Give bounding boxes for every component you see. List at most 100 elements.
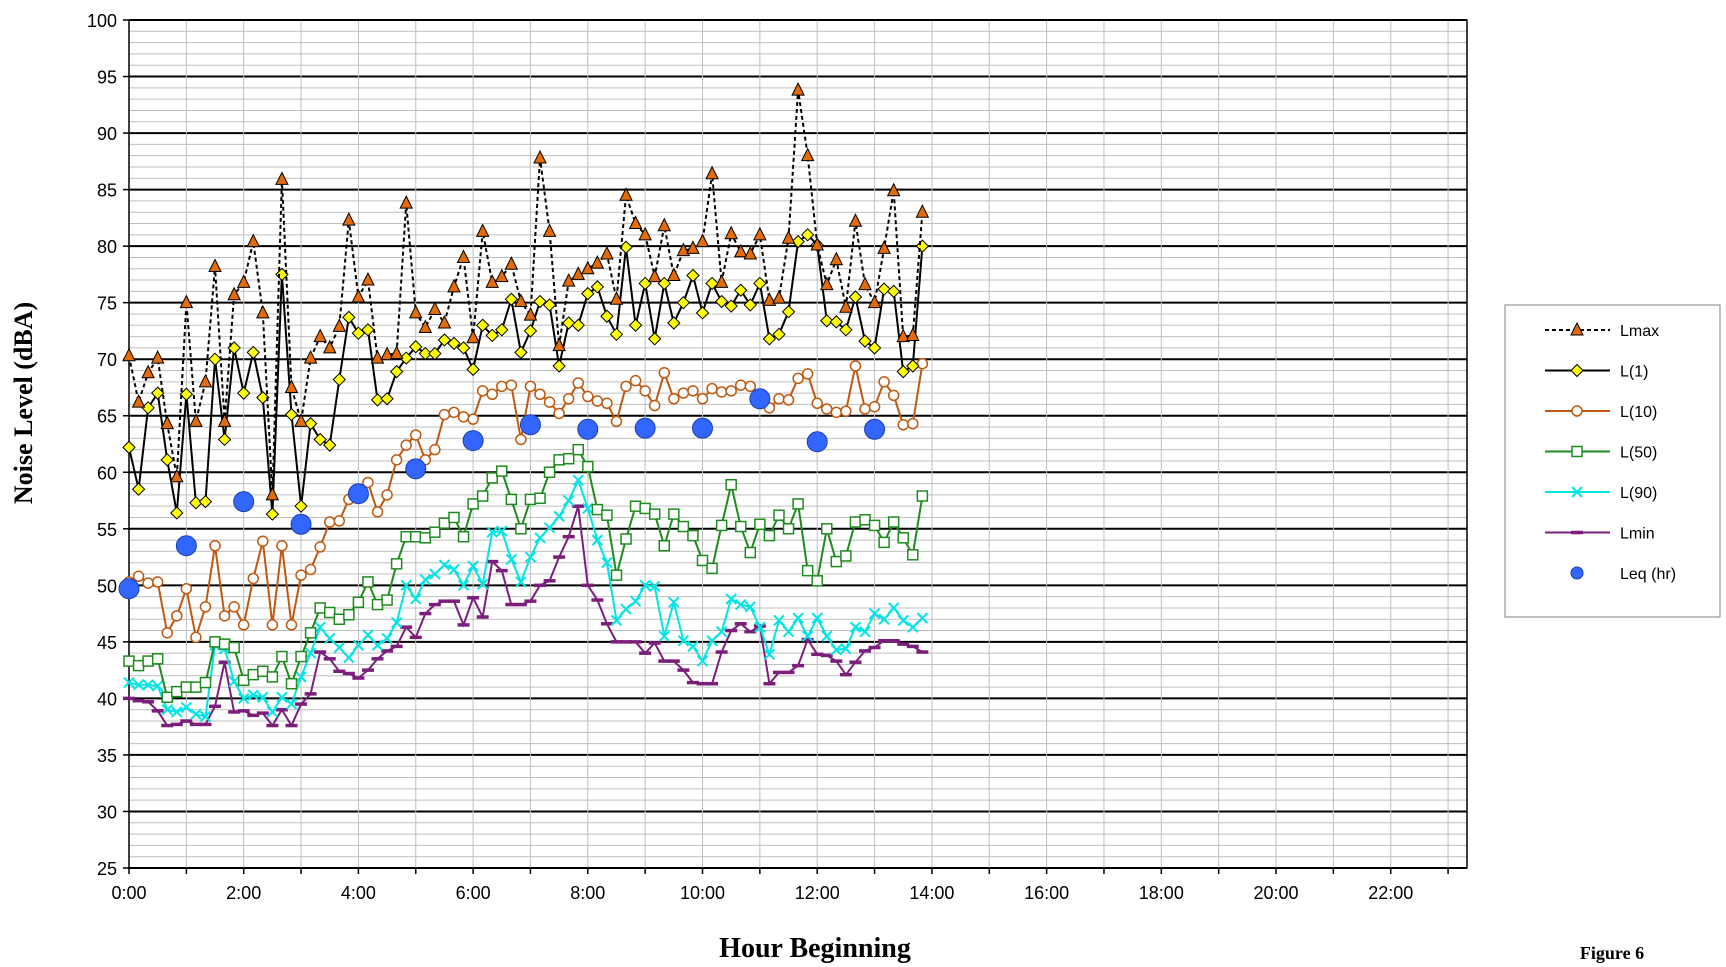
data-point: [504, 292, 519, 306]
data-point: [295, 650, 307, 663]
data-point: [677, 520, 690, 533]
data-point: [868, 400, 881, 413]
y-tick-label: 25: [97, 859, 117, 879]
data-point: [438, 408, 451, 421]
data-point: [418, 346, 433, 361]
data-point: [858, 276, 872, 291]
data-point: [1570, 321, 1584, 336]
data-point: [456, 341, 471, 355]
data-point: [848, 213, 863, 227]
data-point: [405, 458, 427, 480]
data-point: [734, 379, 747, 391]
data-point: [609, 327, 624, 342]
data-point: [217, 432, 232, 447]
data-point: [429, 526, 441, 538]
data-point: [410, 530, 422, 543]
data-point: [246, 233, 261, 248]
data-point: [504, 256, 519, 270]
data-point: [476, 578, 489, 590]
data-point: [314, 602, 326, 614]
data-point: [705, 276, 719, 291]
data-point: [332, 318, 347, 332]
data-point: [725, 593, 737, 605]
data-point: [848, 290, 863, 304]
data-point: [561, 273, 576, 287]
data-point: [829, 251, 844, 266]
data-point: [868, 519, 881, 532]
data-point: [515, 523, 527, 535]
data-point: [381, 594, 393, 606]
data-point: [907, 621, 919, 633]
series-leq-hr: [118, 388, 886, 600]
data-point: [782, 523, 795, 535]
data-point: [744, 601, 757, 613]
data-point: [668, 508, 680, 520]
y-tick-label: 40: [97, 689, 117, 709]
data-point: [496, 525, 508, 537]
legend-entry: Lmin: [1545, 526, 1655, 543]
data-point: [486, 526, 498, 538]
data-point: [390, 616, 403, 629]
data-point: [371, 639, 384, 651]
data-point: [877, 282, 891, 296]
data-point: [180, 582, 193, 595]
data-point: [714, 294, 729, 309]
data-point: [199, 710, 212, 723]
data-point: [1571, 405, 1583, 417]
data-point: [217, 413, 232, 427]
data-point: [591, 395, 604, 407]
data-point: [494, 268, 509, 283]
data-point: [800, 147, 815, 162]
data-point: [457, 530, 470, 543]
data-point: [523, 306, 538, 321]
data-point: [332, 372, 346, 387]
data-point: [175, 535, 197, 557]
data-point: [314, 541, 326, 553]
data-point: [380, 392, 394, 406]
data-point: [410, 593, 422, 605]
data-point: [390, 454, 403, 466]
data-point: [619, 187, 633, 201]
y-tick-label: 35: [97, 746, 117, 766]
data-point: [571, 266, 586, 280]
data-point: [485, 328, 499, 343]
data-point: [772, 290, 786, 304]
data-point: [849, 360, 862, 372]
data-point: [534, 532, 546, 544]
data-point: [1571, 486, 1583, 498]
y-tick-label: 95: [97, 68, 117, 88]
data-point: [132, 679, 145, 691]
data-point: [801, 564, 814, 577]
data-point: [762, 292, 777, 306]
data-point: [572, 474, 584, 486]
data-point: [161, 691, 173, 704]
legend-label: Lmin: [1620, 526, 1655, 543]
data-point: [285, 619, 298, 631]
data-point: [773, 393, 785, 405]
data-point: [505, 553, 518, 566]
data-point: [151, 680, 164, 692]
data-point: [743, 245, 758, 260]
data-point: [706, 562, 718, 575]
data-point: [256, 390, 270, 405]
data-point: [639, 502, 651, 515]
data-point: [343, 651, 355, 664]
data-point: [896, 328, 911, 343]
data-point: [658, 630, 670, 642]
data-point: [801, 630, 814, 642]
data-point: [830, 406, 843, 419]
data-point: [840, 642, 852, 655]
x-tick-label: 16:00: [1024, 883, 1069, 903]
data-point: [171, 685, 183, 698]
data-point: [553, 510, 565, 523]
data-point: [236, 274, 251, 288]
data-point: [131, 394, 146, 408]
data-point: [467, 498, 479, 510]
data-point: [668, 393, 680, 405]
data-point: [276, 691, 288, 703]
data-point: [859, 625, 871, 638]
data-point: [859, 403, 871, 415]
data-point: [266, 619, 279, 631]
data-point: [1570, 363, 1584, 378]
data-point: [515, 433, 527, 446]
